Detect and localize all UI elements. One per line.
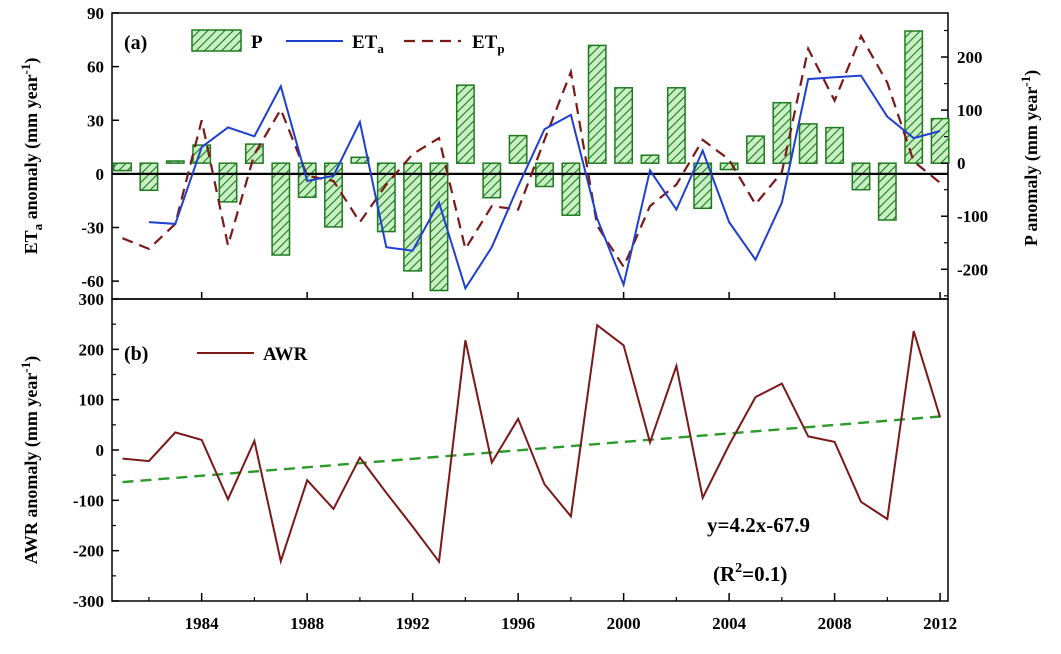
panel-b: 300 200 100 0 -100 -200 -300 1984 1988 1992 1996 2…	[18, 290, 957, 633]
p-axis-label-main: P anomaly (mm year	[1021, 87, 1042, 246]
legend-p-swatch	[191, 29, 242, 52]
right-tick-label-0: 0	[957, 154, 966, 173]
p-axis-label-sup: -1	[1018, 76, 1033, 87]
panel-b-label: (b)	[124, 343, 148, 365]
precip-bar-2000	[614, 87, 634, 164]
precip-bar-1986	[244, 143, 264, 164]
eta-axis-label: ETa anomaly (mm year-1)	[18, 58, 45, 255]
precip-bar-1992	[403, 162, 423, 272]
r-squared-prefix: (R	[713, 562, 736, 586]
precip-bar-2012	[930, 117, 950, 164]
right-tick-label--200: -200	[957, 260, 988, 279]
eta-line	[148, 74, 941, 291]
eta-axis-label-end: )	[21, 58, 42, 64]
awr-tick-label--100: -100	[73, 491, 104, 510]
awr-tick-label-0: 0	[96, 441, 105, 460]
precip-bar-1994	[455, 84, 475, 164]
left-tick-label-90: 90	[87, 4, 104, 23]
right-tick-label-100: 100	[957, 101, 983, 120]
legend-etp-label: ETp	[472, 32, 505, 56]
left-tick-label--30: -30	[81, 219, 104, 238]
precip-bar-2008	[825, 126, 845, 164]
precip-bar-2007	[798, 123, 818, 164]
p-axis-label: P anomaly (mm year-1)	[1018, 70, 1042, 246]
eta-axis-label-rest: anomaly (mm year	[21, 74, 42, 223]
awr-tick-label--200: -200	[73, 542, 104, 561]
precip-bar-1993	[429, 162, 449, 292]
precip-bar-1987	[271, 162, 291, 256]
precip-bar-2010	[877, 162, 897, 221]
precip-bar-2011	[904, 30, 924, 164]
awr-trend-line	[122, 415, 941, 484]
precip-bars	[113, 30, 950, 292]
legend-p-label: P	[251, 32, 263, 53]
r-squared-suffix: =0.1)	[742, 562, 787, 586]
eta-axis-label-sup: -1	[18, 64, 33, 75]
awr-tick-label-200: 200	[79, 340, 105, 359]
eta-axis-label-sub: a	[30, 223, 45, 230]
legend-awr-label: AWR	[263, 344, 308, 365]
x-tick-label-2008: 2008	[818, 614, 852, 633]
precip-bar-1982	[139, 162, 159, 192]
right-axis-ticks: 200 100 0 -100 -200	[941, 29, 988, 297]
precip-bar-1991	[376, 162, 396, 233]
legend-eta-main: ET	[352, 32, 378, 53]
awr-axis-label-end: )	[21, 356, 42, 362]
precip-bar-1999	[587, 44, 607, 164]
r-squared: (R2=0.1)	[713, 561, 787, 586]
precip-bar-1985	[218, 162, 238, 203]
r-squared-sup: 2	[735, 561, 742, 576]
awr-axis-label-sup: -1	[18, 362, 33, 373]
legend-eta-sub: a	[377, 41, 384, 56]
eta-axis-label-main: ET	[21, 230, 41, 254]
precip-bar-1981	[113, 162, 132, 172]
legend-eta-label: ETa	[352, 32, 384, 56]
awr-tick-label--300: -300	[73, 592, 104, 611]
left-tick-label-0: 0	[96, 165, 105, 184]
awr-axis-label-main: AWR anomaly (mm year	[21, 373, 42, 564]
left-axis-ticks: 90 60 30 0 -30 -60	[81, 4, 119, 291]
x-tick-label-1992: 1992	[396, 614, 430, 633]
precip-bar-1995	[482, 162, 502, 199]
awr-line	[122, 323, 942, 566]
trend-equation: y=4.2x-67.9	[707, 513, 810, 537]
precip-bar-1983	[165, 160, 185, 164]
precip-bar-2004	[719, 162, 739, 171]
precip-bar-1989	[324, 162, 343, 228]
right-tick-label-200: 200	[957, 48, 983, 67]
awr-axis-label: AWR anomaly (mm year-1)	[18, 356, 42, 564]
right-tick-label--100: -100	[957, 207, 988, 226]
left-tick-label-60: 60	[87, 58, 104, 77]
legend-etp-main: ET	[472, 32, 498, 53]
x-tick-label-1984: 1984	[185, 614, 220, 633]
x-tick-label-2004: 2004	[712, 614, 747, 633]
awr-axis-ticks: 300 200 100 0 -100 -200 -300	[73, 290, 119, 611]
precip-bar-2005	[746, 135, 765, 164]
x-tick-label-1996: 1996	[501, 614, 535, 633]
precip-bar-1996	[508, 134, 528, 164]
precip-bar-1990	[350, 156, 370, 164]
precip-bar-2006	[772, 101, 792, 164]
precip-bar-1998	[561, 162, 581, 216]
x-axis-ticks: 1984 1988 1992 1996 2000 2004 2008 2012	[148, 292, 957, 633]
p-axis-label-end: )	[1021, 70, 1042, 76]
awr-tick-label-100: 100	[79, 391, 105, 410]
left-tick-label--60: -60	[81, 272, 104, 291]
panel-a-frame	[111, 12, 949, 300]
panel-a-label: (a)	[124, 32, 147, 54]
precip-bar-2002	[666, 87, 686, 164]
x-tick-label-2000: 2000	[607, 614, 641, 633]
legend-etp-sub: p	[497, 41, 504, 56]
precip-bar-2009	[851, 162, 871, 191]
x-tick-label-2012: 2012	[923, 614, 957, 633]
precip-bar-2001	[640, 154, 660, 164]
etp-line	[122, 33, 941, 270]
awr-tick-label-300: 300	[79, 290, 105, 309]
panel-a: 90 60 30 0 -30 -60 200 100 0 -100 -200 (a) P ETa …	[18, 4, 1042, 300]
x-tick-label-1988: 1988	[290, 614, 324, 633]
left-tick-label-30: 30	[87, 111, 104, 130]
